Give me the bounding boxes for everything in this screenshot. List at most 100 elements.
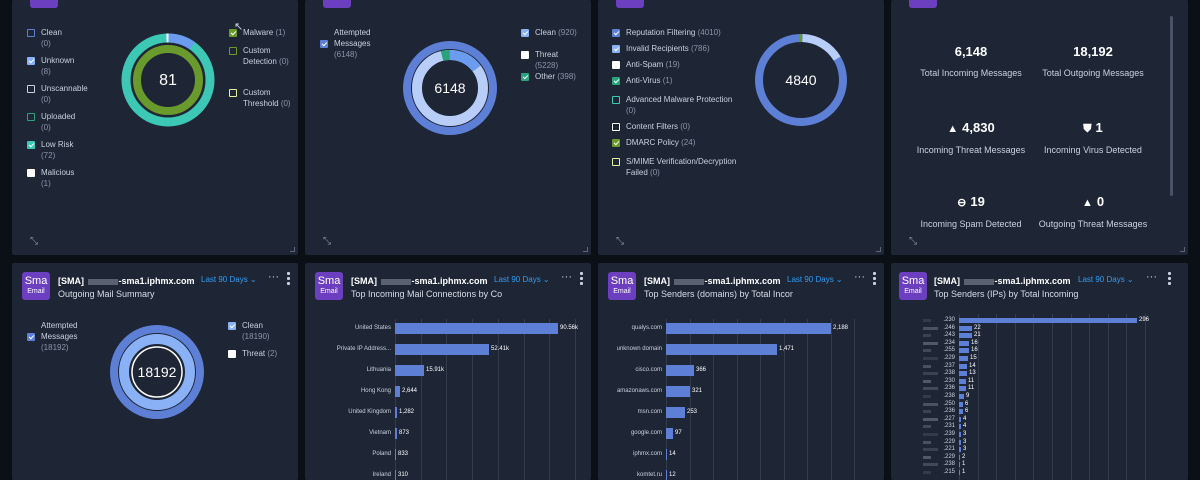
legend-count: (18190)	[242, 332, 270, 341]
bar[interactable]	[959, 447, 961, 453]
card-subtitle: Top Senders (IPs) by Total Incoming	[934, 289, 1079, 299]
bar[interactable]	[395, 386, 400, 397]
bar[interactable]	[959, 409, 963, 415]
bar[interactable]	[959, 356, 968, 361]
bar[interactable]	[959, 432, 961, 437]
bar[interactable]	[959, 470, 960, 475]
bar[interactable]	[959, 333, 972, 339]
redacted-ip	[923, 326, 938, 330]
legend-label: S/MIME Verification/Decryption Failed	[626, 157, 737, 177]
bar[interactable]	[666, 365, 694, 376]
bar[interactable]	[959, 348, 969, 354]
resize-handle[interactable]	[583, 247, 588, 252]
time-range-dropdown[interactable]: Last 90 Days ⌄	[1078, 275, 1134, 284]
legend-checkbox[interactable]	[228, 350, 236, 358]
legend-checkbox[interactable]	[27, 57, 35, 65]
legend-checkbox[interactable]	[612, 96, 620, 104]
more-options-icon[interactable]: ···	[1146, 271, 1157, 283]
legend-checkbox[interactable]	[521, 51, 529, 59]
bar[interactable]	[666, 407, 685, 418]
bar-value-label: 366	[696, 367, 707, 373]
attempted-checkbox[interactable]	[320, 40, 328, 48]
bar[interactable]	[959, 371, 967, 377]
incoming-mail-donut	[403, 41, 497, 135]
more-options-icon[interactable]: ···	[854, 271, 865, 283]
drag-handle-icon[interactable]	[1167, 272, 1173, 286]
expand-icon[interactable]: ⤡	[909, 236, 917, 247]
bar[interactable]	[666, 470, 667, 480]
bar[interactable]	[959, 462, 960, 468]
legend-checkbox[interactable]	[27, 85, 35, 93]
legend-checkbox[interactable]	[612, 61, 620, 69]
stat-icon: ▲	[1081, 197, 1093, 209]
expand-icon[interactable]: ⤡	[323, 236, 331, 247]
bar[interactable]	[959, 454, 960, 460]
bar[interactable]	[666, 428, 673, 439]
legend-checkbox[interactable]	[27, 113, 35, 121]
bar[interactable]	[666, 449, 667, 460]
more-options-icon[interactable]: ···	[561, 271, 572, 283]
bar[interactable]	[959, 318, 1137, 323]
time-range-dropdown[interactable]: Last 90 Days ⌄	[201, 275, 257, 284]
bar[interactable]	[395, 428, 397, 439]
bar[interactable]	[666, 323, 831, 334]
bar[interactable]	[959, 386, 966, 392]
resize-handle[interactable]	[290, 247, 295, 252]
resize-handle[interactable]	[876, 247, 881, 252]
legend-checkbox[interactable]	[27, 141, 35, 149]
legend-label: Malicious	[41, 168, 75, 177]
time-range-dropdown[interactable]: Last 90 Days ⌄	[494, 275, 550, 284]
legend-checkbox[interactable]	[612, 29, 620, 37]
bar[interactable]	[959, 340, 969, 346]
resize-handle[interactable]	[1180, 247, 1185, 252]
bar[interactable]	[959, 439, 961, 445]
legend-checkbox[interactable]	[612, 139, 620, 147]
scrollbar[interactable]	[1170, 16, 1173, 196]
legend-checkbox[interactable]	[521, 73, 529, 81]
bar[interactable]	[959, 363, 967, 369]
expand-icon[interactable]: ⤡	[30, 236, 38, 247]
bar[interactable]	[395, 449, 396, 460]
bar[interactable]	[959, 416, 961, 422]
bar[interactable]	[395, 470, 396, 480]
legend-checkbox[interactable]	[612, 158, 620, 166]
bar[interactable]	[666, 386, 690, 397]
stat-label: Total Outgoing Messages	[1042, 68, 1144, 78]
legend-checkbox[interactable]	[228, 322, 236, 330]
time-range-dropdown[interactable]: Last 90 Days ⌄	[787, 275, 843, 284]
legend-checkbox[interactable]	[612, 123, 620, 131]
more-options-icon[interactable]: ···	[268, 271, 279, 283]
expand-icon[interactable]: ⤡	[616, 236, 624, 247]
redacted-ip	[923, 372, 938, 376]
bar[interactable]	[395, 344, 489, 355]
legend-checkbox[interactable]	[229, 89, 237, 97]
bar[interactable]	[959, 394, 964, 399]
bar-value-label: 90.56k	[560, 325, 579, 331]
bar-category-label: Vietnam	[369, 430, 391, 436]
host-prefix: [SMA]	[934, 276, 960, 286]
legend-count: (0)	[41, 123, 51, 132]
legend-count: (786)	[690, 44, 710, 53]
legend-checkbox[interactable]	[612, 45, 620, 53]
legend-checkbox[interactable]	[521, 29, 529, 37]
legend-checkbox[interactable]	[27, 169, 35, 177]
drag-handle-icon[interactable]	[579, 272, 585, 286]
legend-checkbox[interactable]	[229, 47, 237, 55]
attempted-checkbox[interactable]	[27, 333, 35, 341]
bar[interactable]	[395, 323, 558, 334]
summary-stat: ⛊ 1 Incoming Virus Detected	[1023, 120, 1163, 157]
bar[interactable]	[395, 407, 397, 418]
legend-checkbox[interactable]	[229, 29, 237, 37]
legend-checkbox[interactable]	[27, 29, 35, 37]
bar[interactable]	[959, 378, 966, 384]
bar[interactable]	[395, 365, 424, 376]
stat-icon: ⛊	[1083, 123, 1092, 135]
legend-checkbox[interactable]	[612, 77, 620, 85]
bar[interactable]	[959, 424, 961, 430]
drag-handle-icon[interactable]	[286, 272, 292, 286]
drag-handle-icon[interactable]	[872, 272, 878, 286]
bar[interactable]	[666, 344, 777, 355]
bar-value-label: 4	[963, 423, 967, 430]
bar[interactable]	[959, 325, 972, 331]
bar[interactable]	[959, 401, 963, 407]
